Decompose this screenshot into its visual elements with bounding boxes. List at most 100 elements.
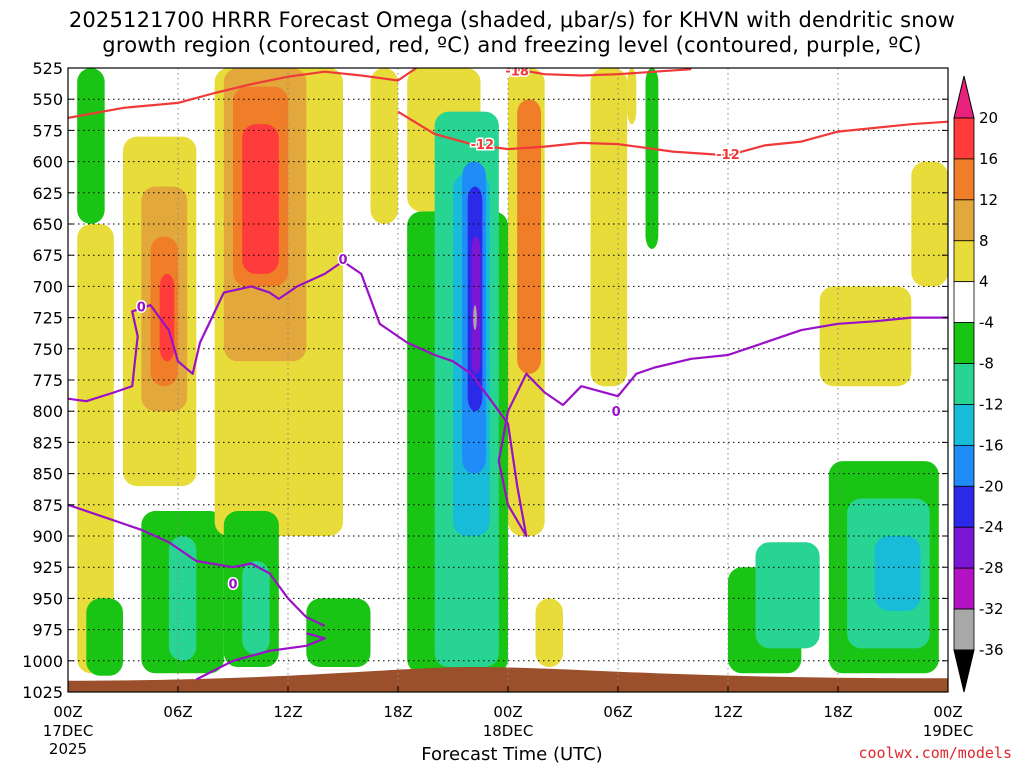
freezing-level-label: 0 [137, 300, 146, 315]
omega-shading [77, 68, 948, 676]
y-tick-label: 725 [32, 309, 63, 328]
omega-cell [473, 305, 477, 331]
colorbar-bin [953, 404, 975, 446]
omega-cell [306, 598, 371, 668]
x-tick-label: 18Z [383, 703, 412, 721]
y-tick-label: 950 [32, 589, 63, 608]
omega-cell [517, 99, 541, 374]
chart-title-line-2: growth region (contoured, red, ºC) and f… [102, 33, 922, 57]
y-tick-label: 625 [32, 184, 63, 203]
freezing-level-label: 0 [612, 405, 621, 420]
colorbar-label: -8 [979, 355, 994, 373]
x-tick-date-label: 18DEC [483, 722, 534, 740]
colorbar-bin [953, 240, 975, 283]
credit-text: coolwx.com/models [858, 744, 1012, 762]
colorbar-bin [953, 444, 975, 487]
y-tick-label: 975 [32, 621, 63, 640]
omega-cell [77, 224, 114, 674]
colorbar-bin [953, 526, 975, 569]
colorbar-bin [953, 608, 975, 651]
freezing-level-label: 0 [338, 253, 347, 268]
dgz-contour-line [68, 68, 417, 119]
chart-title-line-1: 2025121700 HRRR Forecast Omega (shaded, … [68, 8, 956, 32]
colorbar-top-arrow [953, 75, 975, 119]
y-tick-label: 550 [32, 90, 63, 109]
dgz-contour-line [397, 110, 948, 157]
x-tick-label: 06Z [163, 703, 192, 721]
freezing-level-line [195, 632, 326, 681]
omega-cell [159, 273, 175, 362]
y-tick-label: 700 [32, 277, 63, 296]
freezing-level-label: 0 [228, 577, 237, 592]
colorbar-bin [953, 158, 975, 201]
terrain-ground [68, 667, 948, 692]
colorbar-label: -24 [979, 518, 1004, 536]
y-tick-label: 875 [32, 496, 63, 515]
omega-cell [627, 68, 637, 125]
terrain-band [68, 667, 948, 692]
omega-cell [874, 536, 921, 611]
x-tick-date-label: 17DEC [43, 722, 94, 740]
x-tick-label: 00Z [933, 703, 962, 721]
x-tick-label: 18Z [823, 703, 852, 721]
colorbar-bin [953, 281, 975, 324]
y-tick-label: 825 [32, 433, 63, 452]
colorbar-bin [953, 117, 975, 160]
colorbar-label: -4 [979, 314, 994, 332]
omega-cell [535, 598, 563, 668]
omega-cell [86, 598, 123, 676]
omega-cell [471, 236, 481, 374]
y-tick-label: 525 [32, 59, 63, 78]
y-tick-label: 600 [32, 153, 63, 172]
omega-cell [590, 68, 628, 387]
dgz-contour-label: -18 [505, 64, 529, 79]
x-tick-label: 00Z [493, 703, 522, 721]
colorbar-label: -12 [979, 395, 1004, 413]
omega-cell [819, 286, 912, 387]
y-tick-label: 650 [32, 215, 63, 234]
freezing-level-line [68, 260, 948, 538]
colorbar-label: -20 [979, 477, 1004, 495]
y-tick-label: 675 [32, 246, 63, 265]
omega-cell [242, 124, 279, 274]
colorbar-label: -36 [979, 641, 1004, 659]
colorbar-bin [953, 363, 975, 405]
colorbar-bin [953, 199, 975, 242]
y-tick-label: 925 [32, 558, 63, 577]
x-tick-label: 00Z [53, 703, 82, 721]
colorbar-bin [953, 322, 975, 364]
freezing-level-line [68, 503, 326, 627]
contour-lines: -18 -12 -12 0 0 0 0 [68, 64, 948, 681]
y-tick-label: 800 [32, 402, 63, 421]
colorbar-label: 16 [979, 150, 998, 168]
x-tick-year-label: 2025 [49, 740, 87, 758]
x-tick-label: 12Z [713, 703, 742, 721]
omega-cell [242, 560, 270, 655]
x-tick-date-label: 19DEC [923, 722, 974, 740]
x-tick-label: 06Z [603, 703, 632, 721]
y-tick-label: 1000 [22, 652, 63, 671]
y-tick-label: 775 [32, 371, 63, 390]
dgz-contour-label: -12 [716, 148, 740, 163]
omega-cell [645, 68, 659, 249]
colorbar-label: 20 [979, 109, 998, 127]
omega-cell [168, 536, 197, 661]
colorbar-bin [953, 567, 975, 610]
dgz-contour-label: -12 [471, 138, 495, 153]
x-axis-title: Forecast Time (UTC) [421, 744, 603, 765]
colorbar-label: -32 [979, 600, 1004, 618]
omega-cell [755, 542, 820, 649]
colorbar-label: 8 [979, 232, 989, 250]
omega-cell [370, 68, 398, 224]
colorbar-label: -28 [979, 559, 1004, 577]
y-tick-label: 750 [32, 340, 63, 359]
colorbar-bottom-arrow [953, 649, 975, 693]
y-tick-label: 850 [32, 465, 63, 484]
colorbar-label: 4 [979, 273, 989, 291]
y-tick-label: 900 [32, 527, 63, 546]
x-tick-label: 12Z [273, 703, 302, 721]
dgz-contour-line [507, 68, 692, 77]
y-tick-label: 1025 [22, 683, 63, 702]
